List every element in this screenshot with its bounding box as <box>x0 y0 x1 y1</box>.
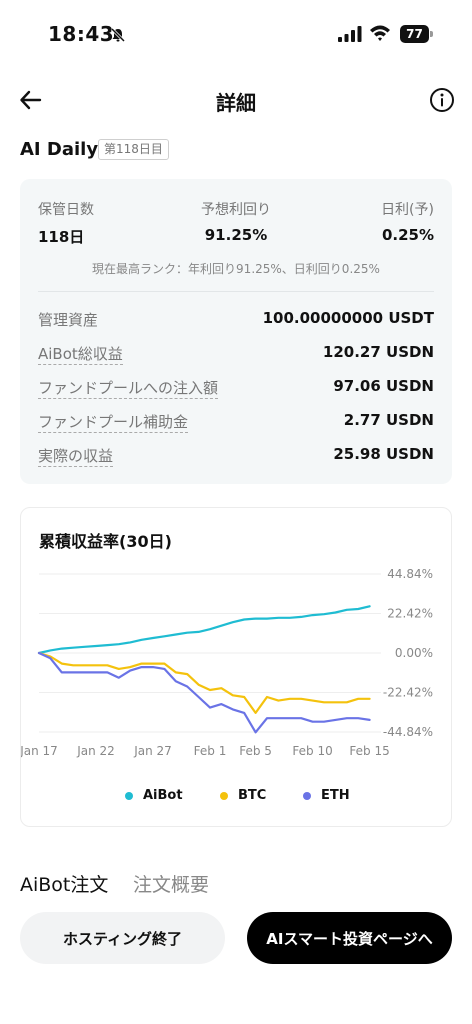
fund-pool-injection-label[interactable]: ファンドプールへの注入額 <box>38 379 219 399</box>
detail-row-actual-revenue: 実際の収益 25.98 USDN <box>38 445 434 467</box>
x-tick-label: Feb 1 <box>194 744 227 758</box>
page-title: 詳細 <box>216 91 256 115</box>
bell-mute-icon <box>110 27 126 43</box>
daily-rate-value: 0.25% <box>381 226 434 244</box>
expected-yield-value: 91.25% <box>204 226 268 244</box>
info-card: 保管日数 予想利回り 日利(予) 118日 91.25% 0.25% 現在最高ラ… <box>20 179 452 484</box>
aibot-revenue-value: 120.27 USDN <box>322 343 434 361</box>
fund-pool-injection-value: 97.06 USDN <box>333 377 434 395</box>
y-tick-label: -22.42% <box>383 686 433 700</box>
battery-cap <box>430 31 433 37</box>
detail-row-managed-assets: 管理資産 100.00000000 USDT <box>38 309 434 331</box>
detail-row-fund-pool-injection: ファンドプールへの注入額 97.06 USDN <box>38 377 434 399</box>
tab-order-overview[interactable]: 注文概要 <box>133 874 210 896</box>
actual-revenue-value: 25.98 USDN <box>333 445 434 463</box>
status-time: 18:43 <box>48 22 115 46</box>
daily-rate-label: 日利(予) <box>381 202 434 218</box>
legend-item-btc: BTC <box>220 788 266 803</box>
x-tick-label: Feb 10 <box>292 744 332 758</box>
cumulative-return-chart: 44.84% 22.42% 0.00% -22.42% -44.84% Jan 17 Jan… <box>21 567 433 758</box>
x-tick-label: Jan 22 <box>76 744 115 758</box>
day-badge: 第118日目 <box>98 139 169 160</box>
chart-card: 累積収益率(30日) 44.84% 22.42% 0.00% -22.42% -44.8… <box>20 507 452 827</box>
ai-investment-page-button[interactable]: AIスマート投資ページへ <box>247 912 452 964</box>
legend-dot-eth <box>303 791 311 800</box>
series-line-aibot <box>37 605 371 655</box>
fund-pool-subsidy-value: 2.77 USDN <box>343 411 434 429</box>
wifi-icon <box>370 25 390 41</box>
series-line-btc <box>37 651 371 714</box>
detail-row-aibot-revenue: AiBot総収益 120.27 USDN <box>38 343 434 365</box>
battery-level: 77 <box>400 25 429 43</box>
legend-dot-aibot <box>125 791 133 800</box>
chart-title: 累積収益率(30日) <box>39 532 172 551</box>
legend-label-eth: ETH <box>321 788 350 803</box>
battery-indicator: 77 <box>400 25 433 43</box>
y-tick-label: 0.00% <box>395 646 433 660</box>
signal-icon <box>338 26 362 42</box>
legend-dot-btc <box>220 791 228 800</box>
fund-pool-subsidy-label[interactable]: ファンドプール補助金 <box>38 413 189 433</box>
legend-label-aibot: AiBot <box>143 788 183 803</box>
custody-days-value: 118日 <box>38 228 85 246</box>
x-tick-label: Jan 17 <box>21 744 58 758</box>
x-tick-label: Feb 15 <box>349 744 389 758</box>
x-tick-label: Jan 27 <box>133 744 172 758</box>
end-hosting-button[interactable]: ホスティング終了 <box>20 912 225 964</box>
product-title: AI Daily <box>20 139 99 160</box>
aibot-revenue-label[interactable]: AiBot総収益 <box>38 345 123 365</box>
actual-revenue-label[interactable]: 実際の収益 <box>38 447 114 467</box>
series-line-eth <box>37 651 371 734</box>
nav-bar: 詳細 <box>0 78 472 122</box>
y-tick-label: -44.84% <box>383 725 433 739</box>
custody-days-label: 保管日数 <box>38 202 94 218</box>
tab-aibot-orders[interactable]: AiBot注文 <box>20 874 109 896</box>
x-tick-label: Feb 5 <box>239 744 272 758</box>
info-icon[interactable] <box>429 87 455 113</box>
legend-item-eth: ETH <box>303 788 350 803</box>
rank-note: 現在最高ランク：年利回り91.25%、日利回り0.25% <box>92 262 380 276</box>
managed-assets-value: 100.00000000 USDT <box>262 309 434 327</box>
y-tick-label: 22.42% <box>387 607 433 621</box>
detail-row-fund-pool-subsidy: ファンドプール補助金 2.77 USDN <box>38 411 434 433</box>
card-divider <box>38 291 434 292</box>
legend-item-aibot: AiBot <box>125 788 183 803</box>
status-bar: 18:43 77 <box>0 0 472 70</box>
legend-label-btc: BTC <box>238 788 267 803</box>
managed-assets-label: 管理資産 <box>38 311 99 329</box>
expected-yield-label: 予想利回り <box>201 202 271 218</box>
y-tick-label: 44.84% <box>387 567 433 581</box>
back-arrow-icon[interactable] <box>18 87 44 113</box>
